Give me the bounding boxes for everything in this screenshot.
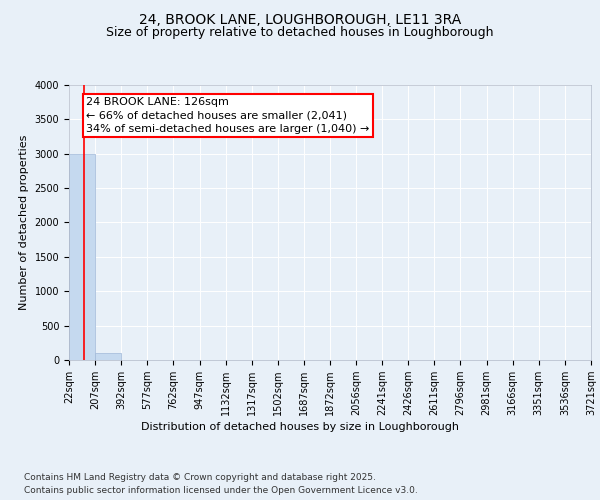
Bar: [95, 353, 121, 360]
Bar: [69, 154, 95, 360]
Y-axis label: Number of detached properties: Number of detached properties: [19, 135, 29, 310]
Text: Contains HM Land Registry data © Crown copyright and database right 2025.: Contains HM Land Registry data © Crown c…: [24, 472, 376, 482]
Text: Contains public sector information licensed under the Open Government Licence v3: Contains public sector information licen…: [24, 486, 418, 495]
Text: 24 BROOK LANE: 126sqm
← 66% of detached houses are smaller (2,041)
34% of semi-d: 24 BROOK LANE: 126sqm ← 66% of detached …: [86, 98, 370, 134]
Text: Distribution of detached houses by size in Loughborough: Distribution of detached houses by size …: [141, 422, 459, 432]
Text: Size of property relative to detached houses in Loughborough: Size of property relative to detached ho…: [106, 26, 494, 39]
Text: 24, BROOK LANE, LOUGHBOROUGH, LE11 3RA: 24, BROOK LANE, LOUGHBOROUGH, LE11 3RA: [139, 12, 461, 26]
